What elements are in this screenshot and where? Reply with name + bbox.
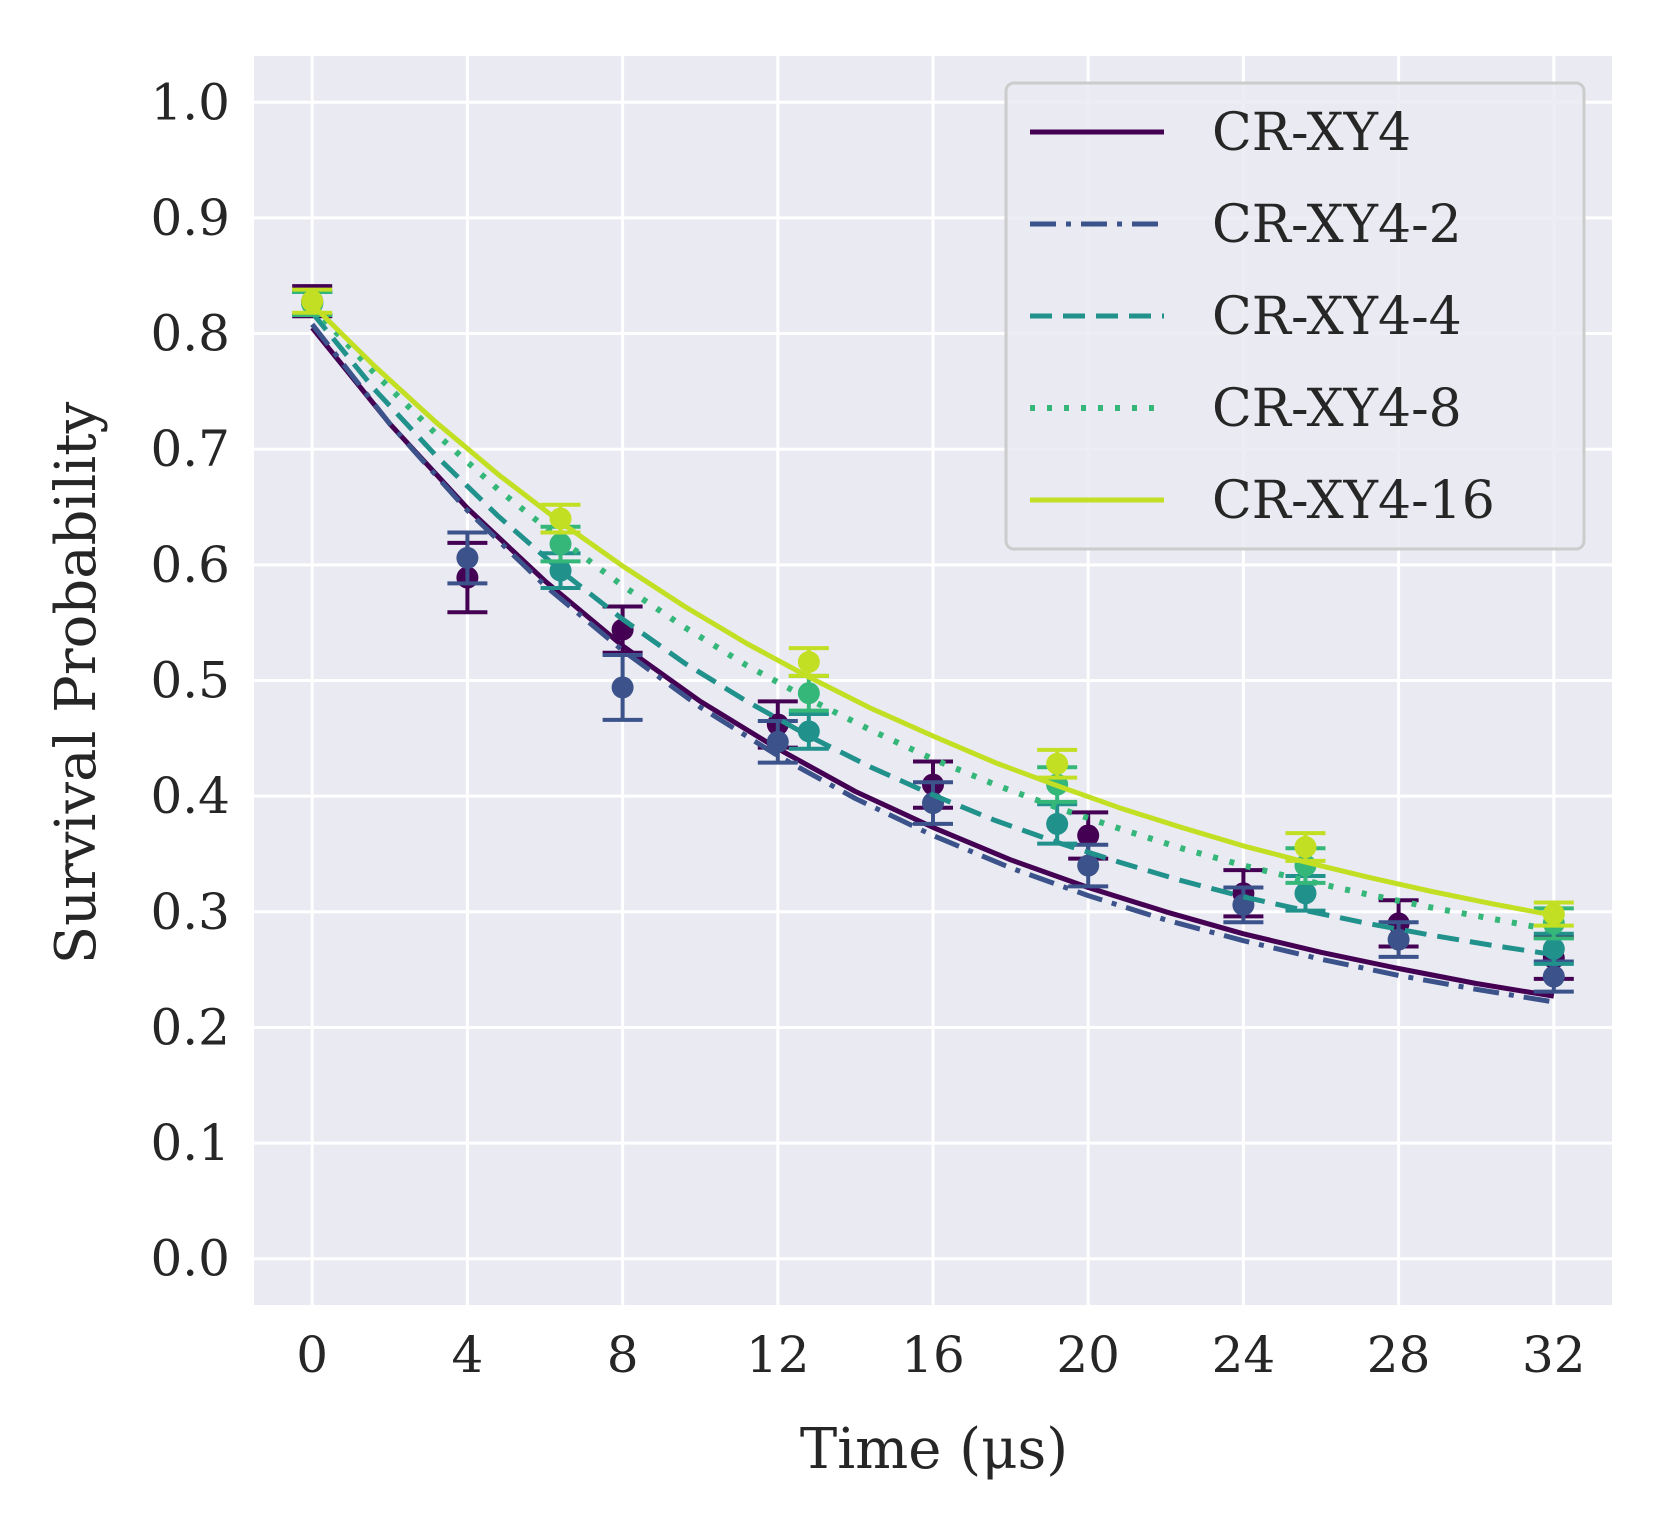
data-point [1046, 752, 1069, 775]
y-tick-label: 0.1 [150, 1114, 230, 1172]
legend-label: CR-XY4 [1212, 103, 1411, 163]
data-point [549, 559, 572, 582]
data-point [549, 507, 572, 530]
legend-label: CR-XY4-2 [1212, 195, 1462, 255]
series-fit-line [310, 311, 1555, 958]
y-axis-title: Survival Probability [44, 401, 109, 964]
x-axis-title: Time (μs) [800, 1417, 1068, 1482]
y-tick-label: 0.8 [150, 305, 230, 363]
data-point [1077, 824, 1100, 847]
data-point [766, 730, 789, 753]
y-tick-label: 1.0 [150, 73, 230, 131]
x-tick-label: 20 [1056, 1326, 1120, 1384]
data-point [611, 676, 634, 699]
y-tick-label: 0.4 [150, 767, 230, 825]
data-point [549, 533, 572, 556]
y-tick-label: 0.9 [150, 189, 230, 247]
y-tick-label: 0.0 [150, 1230, 230, 1288]
data-point [1542, 903, 1565, 926]
x-tick-label: 8 [607, 1326, 639, 1384]
y-tick-label: 0.3 [150, 883, 230, 941]
x-tick-label: 24 [1212, 1326, 1276, 1384]
x-tick-label: 16 [901, 1326, 965, 1384]
data-point [456, 546, 479, 569]
x-tick-label: 4 [451, 1326, 483, 1384]
x-tick-label: 0 [296, 1326, 328, 1384]
legend-label: CR-XY4-8 [1212, 379, 1462, 439]
legend-label: CR-XY4-4 [1212, 287, 1462, 347]
data-point [1077, 854, 1100, 877]
series-fit-line [310, 326, 1555, 999]
data-point [1294, 836, 1317, 859]
series-group [292, 287, 1574, 928]
tick-labels: 0 4 8 12 16 20 24 28 32 0.0 0.1 0.2 0.3 0.4 0.5 0.6 0.7 0… [150, 73, 1585, 1384]
legend-label: CR-XY4-16 [1212, 471, 1495, 531]
series-layer [292, 284, 1574, 1005]
data-point [797, 682, 820, 705]
data-point [301, 290, 324, 313]
x-tick-label: 32 [1522, 1326, 1586, 1384]
data-point [1046, 812, 1069, 835]
data-point [797, 720, 820, 743]
series-fit-line [310, 302, 1555, 918]
x-tick-label: 12 [746, 1326, 810, 1384]
y-tick-label: 0.2 [150, 998, 230, 1056]
series-fit-line [310, 304, 1555, 934]
y-tick-label: 0.7 [150, 420, 230, 478]
data-point [1542, 965, 1565, 988]
legend-box [1004, 81, 1586, 551]
data-point [797, 650, 820, 673]
data-point [1542, 937, 1565, 960]
data-point [1387, 928, 1410, 951]
y-tick-label: 0.5 [150, 652, 230, 710]
y-tick-label: 0.6 [150, 536, 230, 594]
legend: CR-XY4 CR-XY4-2 CR-XY4-4 CR-XY4-8 CR-XY4-16 [1004, 81, 1586, 551]
series-group [292, 289, 1574, 966]
data-point [1294, 882, 1317, 905]
series-fit-line [310, 322, 1555, 1005]
x-tick-label: 28 [1367, 1326, 1431, 1384]
